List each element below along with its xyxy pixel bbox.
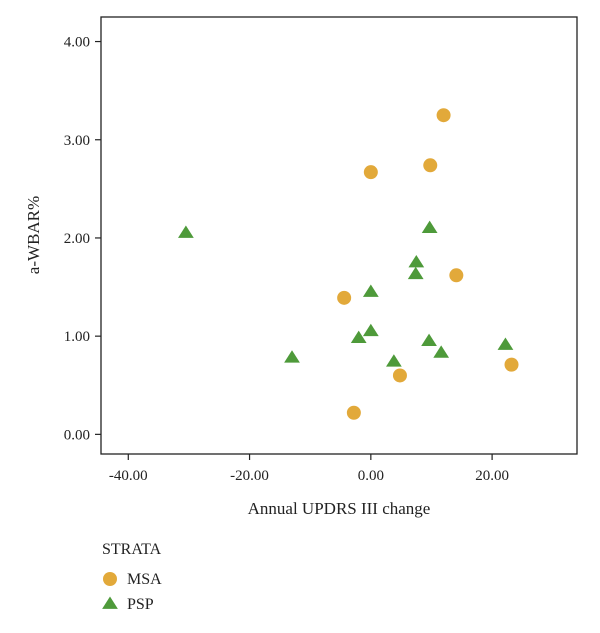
msa-legend-marker [103,572,117,586]
msa-point [423,158,438,173]
legend-items: MSA PSP [102,571,162,613]
legend: STRATA MSA PSP [102,541,162,613]
x-tick-label: -20.00 [230,468,269,484]
msa-point [363,165,378,180]
psp-point [408,255,425,268]
x-axis-ticks: -40.00 -20.00 0.00 20.00 [109,454,509,484]
y-tick-label: 3.00 [64,133,90,149]
msa-legend-label: MSA [127,571,162,588]
msa-point [337,290,352,305]
y-axis-title: a-WBAR% [24,196,43,274]
msa-point [504,357,519,372]
x-tick-label: 0.00 [358,468,384,484]
msa-point [436,108,451,123]
psp-point [433,345,450,358]
y-tick-label: 2.00 [64,231,90,247]
legend-title: STRATA [102,541,162,558]
psp-point [421,220,438,234]
psp-point [362,323,379,337]
y-tick-label: 0.00 [64,427,90,443]
psp-point [284,350,300,363]
x-tick-label: -40.00 [109,468,148,484]
x-axis-title: Annual UPDRS III change [248,499,431,518]
psp-legend-label: PSP [127,596,154,613]
psp-point [497,337,514,350]
msa-point [392,368,407,383]
psp-point [362,284,379,297]
msa-point [449,268,464,283]
psp-point [407,266,424,280]
psp-point [421,333,437,346]
psp-point [178,225,194,238]
psp-point [350,330,367,343]
x-tick-label: 20.00 [475,468,509,484]
y-axis-ticks: 0.00 1.00 2.00 3.00 4.00 [64,35,101,443]
psp-point [386,354,402,367]
plot-frame [100,16,578,455]
psp-legend-marker [102,596,118,609]
y-tick-label: 4.00 [64,35,90,51]
data-points [178,108,519,420]
y-tick-label: 1.00 [64,329,90,345]
msa-point [346,405,361,420]
